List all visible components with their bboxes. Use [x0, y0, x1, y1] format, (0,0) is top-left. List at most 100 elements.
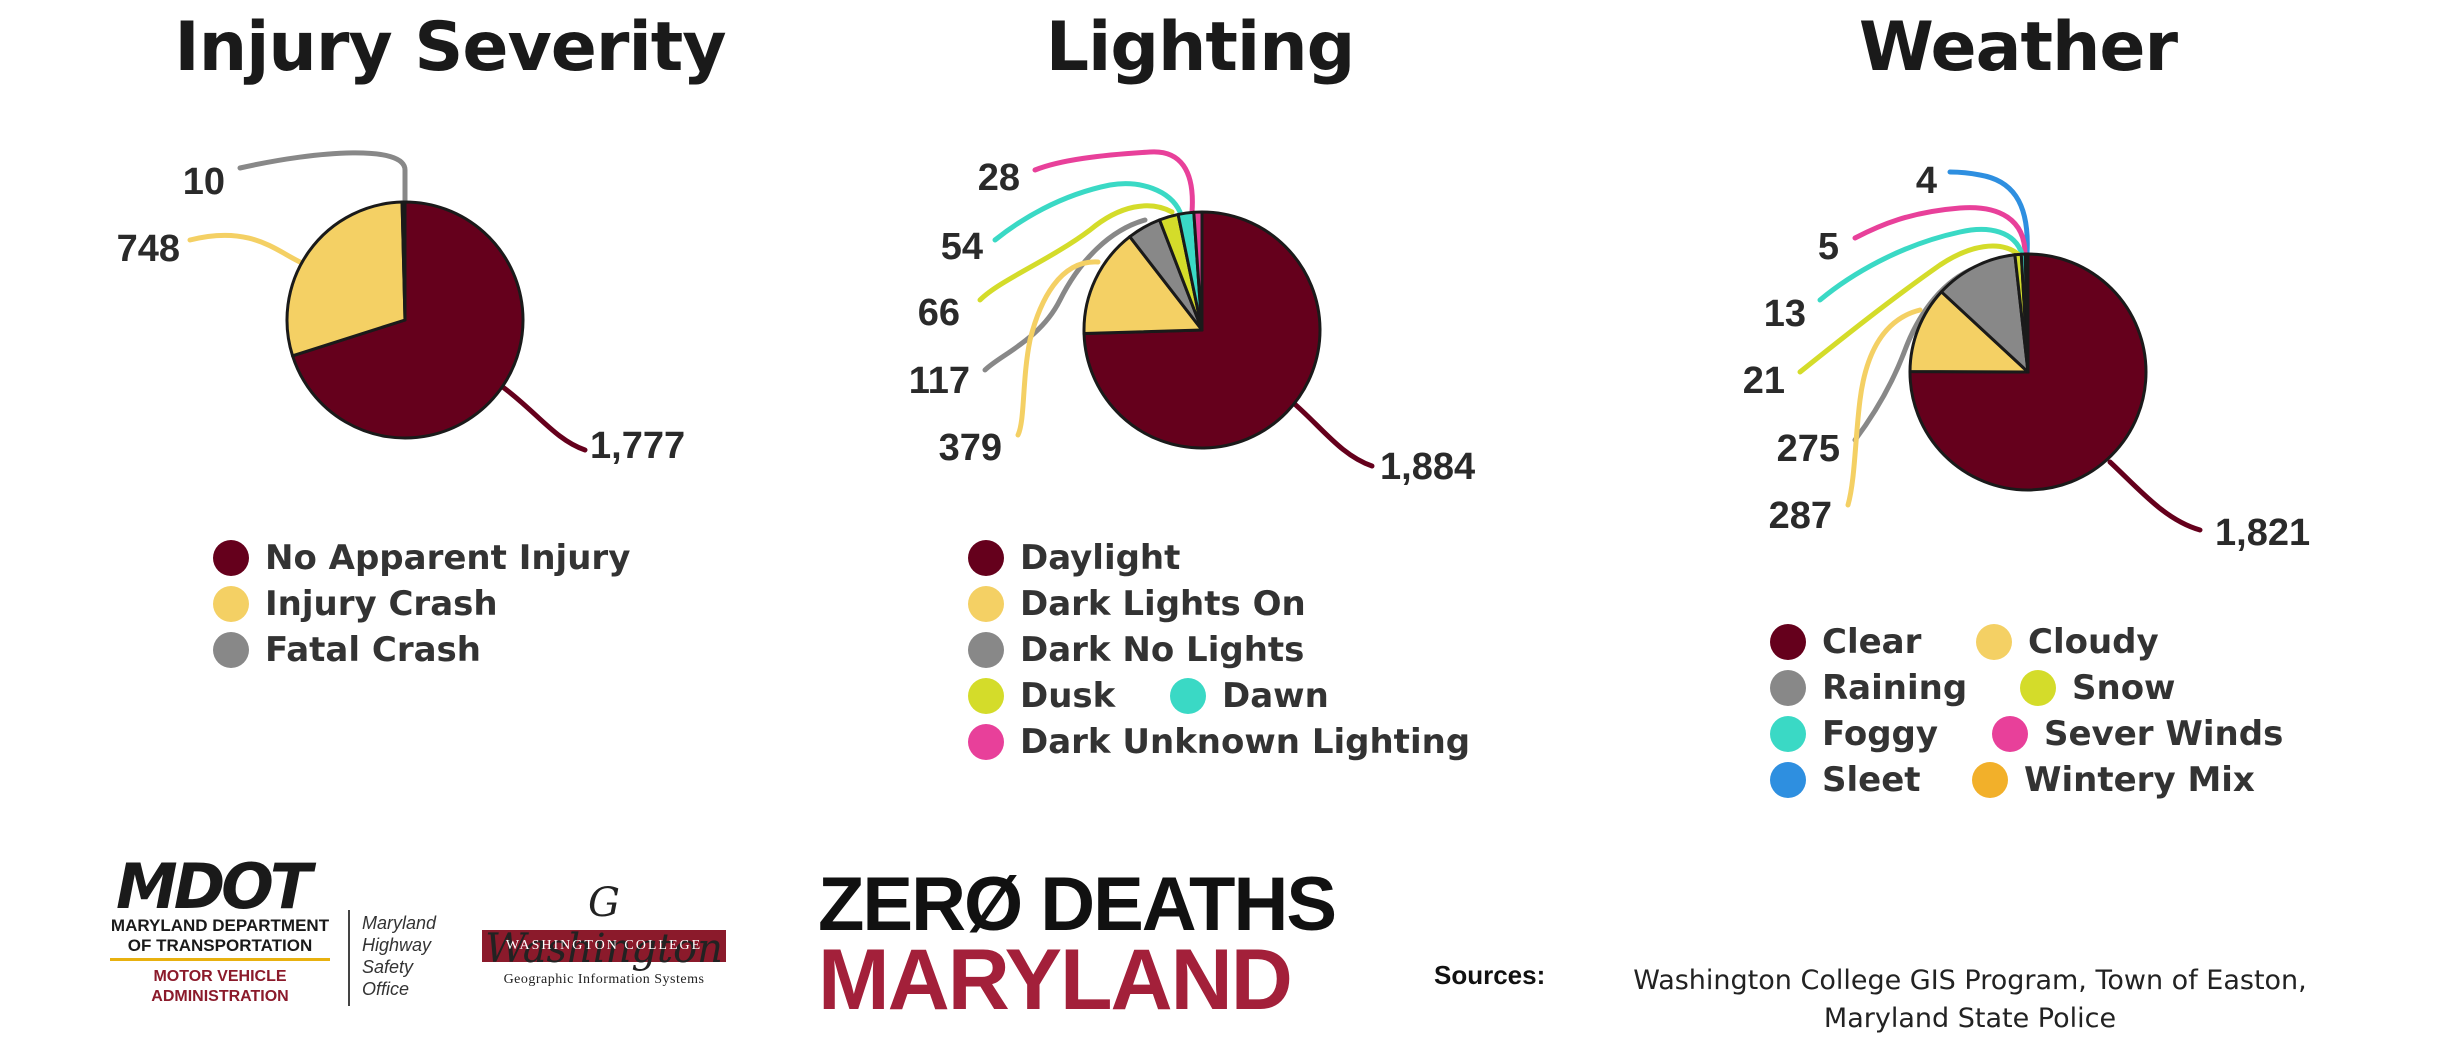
leader-line: [187, 232, 303, 265]
data-label: 748: [117, 228, 180, 270]
wc-name-bar: WASHINGTON COLLEGE: [482, 930, 726, 962]
data-label: 1,884: [1380, 446, 1475, 488]
leader-line: [1032, 149, 1195, 215]
leader-line: [1947, 169, 2030, 257]
leader-line: [992, 181, 1183, 243]
legend-item: Foggy: [1770, 714, 1938, 754]
mdot-logo: MDOT MARYLAND DEPARTMENT OF TRANSPORTATI…: [110, 850, 450, 1010]
mdot-wordmark: MDOT: [116, 850, 312, 923]
pie-slice-no-apparent-injury: [291, 200, 525, 440]
legend-item: Daylight: [968, 538, 1180, 578]
data-label: 117: [909, 360, 970, 402]
zero-deaths-line1: ZERØ DEATHS: [818, 862, 1337, 947]
leader-line: [977, 203, 1175, 303]
legend-swatch: [213, 540, 249, 576]
legend-label: Dark No Lights: [1020, 630, 1305, 670]
pie-slice-clear: [1908, 252, 2148, 492]
leader-line: [2107, 459, 2203, 533]
chart-title-injury: Injury Severity: [174, 8, 726, 87]
wc-signature: G Washington: [485, 880, 723, 972]
mdot-dept-line1: MARYLAND DEPARTMENT: [110, 916, 330, 935]
pie-slice-dark-unknown-lighting: [1192, 210, 1204, 332]
legend-swatch: [968, 540, 1004, 576]
zero-deaths-logo: ZERØ DEATHS MARYLAND: [818, 862, 1337, 1028]
legend-label: Foggy: [1822, 714, 1939, 754]
sources-line: Maryland State Police: [1823, 1003, 2117, 1034]
legend-swatch: [968, 678, 1004, 714]
weather-pie: 1,821 287 275 21 13 5 4: [1743, 160, 2310, 554]
legend-item: Snow: [2020, 668, 2175, 708]
mdot-divider: [110, 958, 330, 961]
legend-item: Dusk: [968, 676, 1115, 716]
data-label: 287: [1769, 495, 1832, 537]
legend-item: Fatal Crash: [213, 630, 481, 670]
legend-item: Raining: [1770, 668, 1967, 708]
sources-text: Washington College GIS Program, Town of …: [1620, 962, 2320, 1038]
legend-swatch: [1170, 678, 1206, 714]
data-label: 275: [1777, 428, 1840, 470]
pie-slice-raining: [1939, 253, 2030, 374]
sources-line: Washington College GIS Program, Town of …: [1633, 965, 2307, 996]
legend-item: Sever Winds: [1992, 714, 2283, 754]
legend-label: Injury Crash: [265, 584, 498, 624]
chart-title-weather: Weather: [1858, 8, 2178, 87]
legend-item: Injury Crash: [213, 584, 498, 624]
legend-swatch: [1770, 624, 1806, 660]
legend-label: Dawn: [1222, 676, 1329, 716]
sources-label: Sources:: [1434, 960, 1546, 990]
legend-item: No Apparent Injury: [213, 538, 630, 578]
data-label: 5: [1818, 226, 1839, 268]
legend-label: Raining: [1822, 668, 1968, 708]
wc-gis-text: Geographic Information Systems: [503, 972, 705, 987]
legend-item: Sleet: [1770, 760, 1921, 800]
mdot-mva-line1: MOTOR VEHICLE: [153, 968, 287, 985]
pie-slice-sleet: [2025, 252, 2030, 374]
mdot-mva-line2: ADMINISTRATION: [151, 988, 289, 1005]
legend-item: Dark Unknown Lighting: [968, 722, 1470, 762]
legend-label: Clear: [1822, 622, 1922, 662]
data-label: 379: [939, 427, 1002, 469]
pie-slice-injury-crash: [285, 200, 407, 358]
chart-title-lighting: Lighting: [1045, 8, 1356, 87]
legend-swatch: [1992, 716, 2028, 752]
mhso-line: Safety: [362, 957, 414, 977]
leader-line: [1015, 259, 1101, 438]
leader-line: [1845, 307, 1923, 508]
data-label: 1,821: [2215, 512, 2310, 554]
zero-deaths-line2: MARYLAND: [818, 932, 1293, 1028]
legend-label: No Apparent Injury: [265, 538, 631, 578]
leader-line: [1817, 226, 2025, 303]
legend-swatch: [1770, 762, 1806, 798]
pie-slice-fatal-crash: [400, 200, 407, 322]
legend-label: Dark Lights On: [1020, 584, 1306, 624]
legend-item: Clear: [1770, 622, 1921, 662]
leader-line: [982, 217, 1148, 373]
legend-label: Cloudy: [2028, 622, 2159, 662]
data-label: 54: [941, 226, 983, 268]
mdot-dept-line2: OF TRANSPORTATION: [127, 936, 313, 955]
legend-swatch: [968, 632, 1004, 668]
mhso-line: Highway: [362, 935, 432, 955]
legend-swatch: [1976, 624, 2012, 660]
data-label: 28: [978, 157, 1020, 199]
leader-line: [237, 150, 408, 205]
leader-line: [1852, 205, 2028, 257]
pie-slice-cloudy: [1908, 290, 2030, 374]
legend-swatch: [1972, 762, 2008, 798]
data-label: 4: [1916, 160, 1937, 202]
leader-line: [1287, 397, 1375, 469]
legend-label: Daylight: [1020, 538, 1181, 578]
mdot-vertical-divider: [348, 910, 350, 1006]
legend-swatch: [2020, 670, 2056, 706]
legend-item: Cloudy: [1976, 622, 2159, 662]
legend-item: Dawn: [1170, 676, 1329, 716]
leader-line: [497, 382, 588, 453]
legend-label: Dusk: [1020, 676, 1116, 716]
leader-line: [1797, 243, 2021, 375]
legend-label: Wintery Mix: [2024, 760, 2255, 800]
legend-item: Dark Lights On: [968, 584, 1306, 624]
legend-swatch: [1770, 716, 1806, 752]
washington-college-logo: G Washington WASHINGTON COLLEGE Geograph…: [482, 880, 726, 988]
legend-swatch: [968, 586, 1004, 622]
legend-label: Snow: [2072, 668, 2176, 708]
